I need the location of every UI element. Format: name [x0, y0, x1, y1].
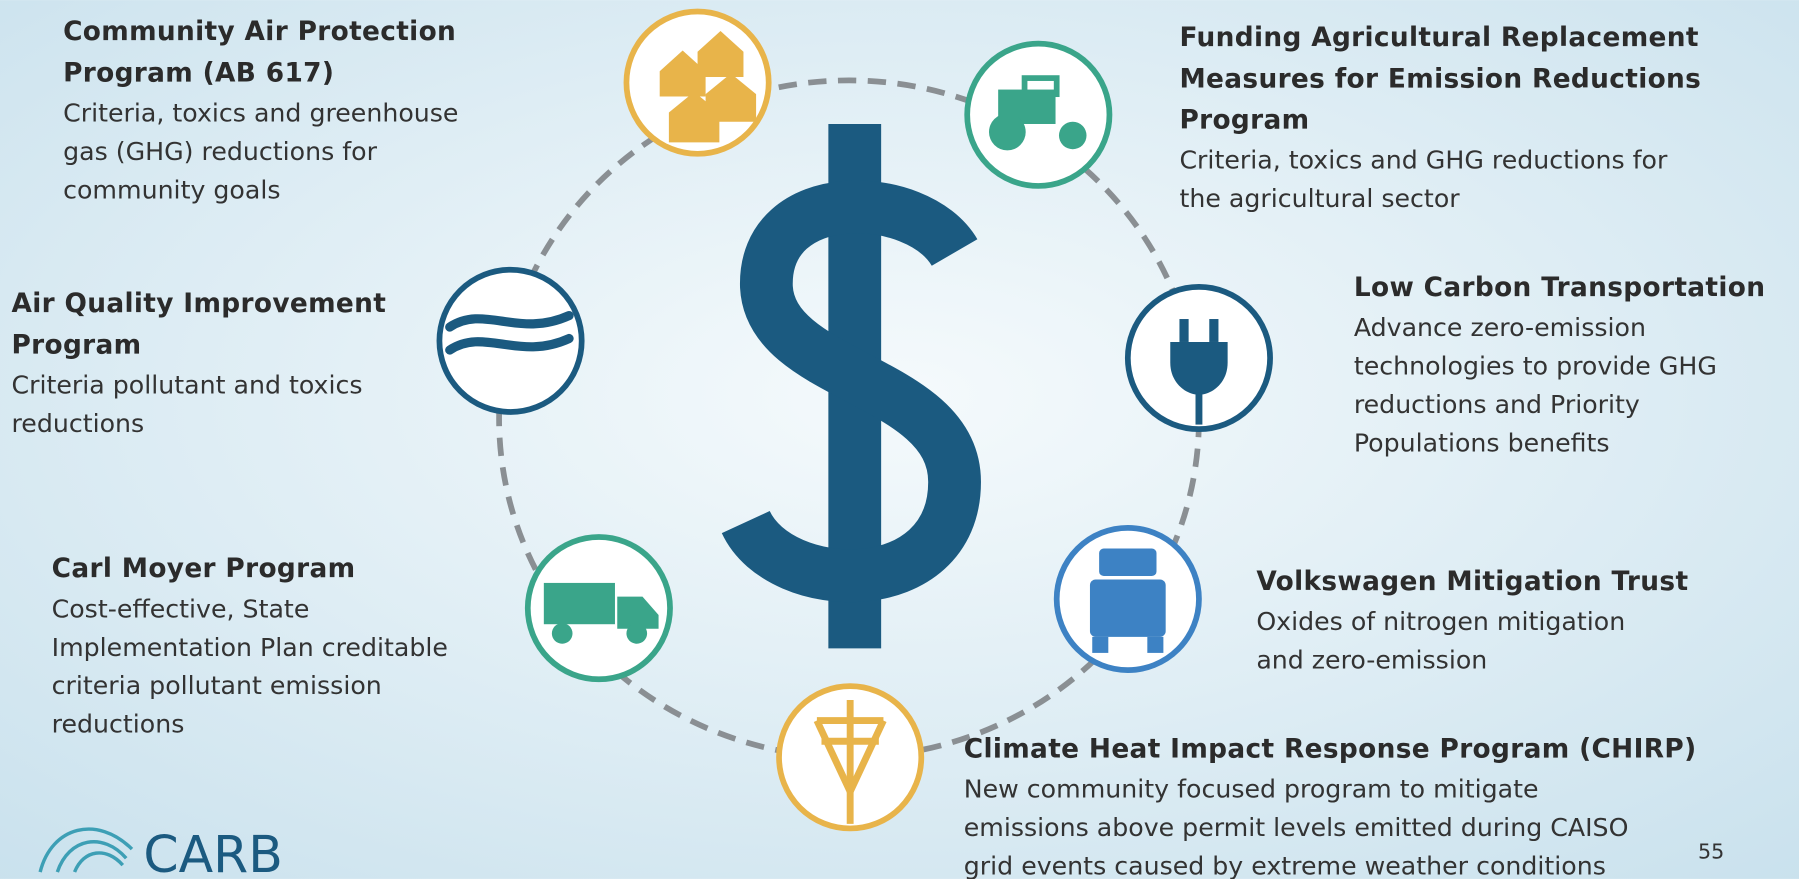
program-title: Climate Heat Impact Response Program (CH… [964, 734, 1697, 764]
program-description: grid events caused by extreme weather co… [964, 851, 1606, 879]
program-title: Community Air Protection [63, 17, 456, 47]
program-description: Populations benefits [1354, 429, 1610, 458]
program-description: technologies to provide GHG [1354, 352, 1717, 381]
program-title: Low Carbon Transportation [1354, 273, 1766, 303]
program-title: Air Quality Improvement [11, 289, 386, 319]
dollar-sign [721, 123, 981, 649]
program-description: gas (GHG) reductions for [63, 137, 378, 166]
program-description: Criteria, toxics and GHG reductions for [1179, 146, 1668, 175]
program-description: community goals [63, 176, 280, 205]
program-description: Criteria pollutant and toxics [11, 371, 362, 400]
program-description: reductions [11, 409, 144, 438]
program-description: Advance zero-emission [1354, 313, 1646, 342]
program-title: Carl Moyer Program [52, 554, 356, 584]
program-description: Cost-effective, State [52, 594, 310, 623]
program-description: Criteria, toxics and greenhouse [63, 99, 458, 128]
icon-tractor [964, 40, 1113, 189]
icon-waves [436, 266, 585, 415]
logo: CARB [143, 825, 282, 879]
program-description: reductions [52, 710, 185, 739]
page-number: 55 [1698, 839, 1724, 863]
program-title: Measures for Emission Reductions [1179, 64, 1701, 94]
program-description: New community focused program to mitigat… [964, 774, 1539, 803]
program-title: Volkswagen Mitigation Trust [1256, 567, 1688, 597]
program-description: Oxides of nitrogen mitigation [1256, 607, 1625, 636]
program-description: criteria pollutant emission [52, 671, 382, 700]
program-title: Program (AB 617) [63, 59, 334, 89]
icon-community [623, 8, 772, 157]
program-description: reductions and Priority [1354, 390, 1640, 419]
icon-delivery-truck [524, 534, 673, 683]
icon-truck [1053, 524, 1202, 673]
program-description: and zero-emission [1256, 645, 1487, 674]
program-title: Program [11, 330, 141, 360]
logo-mark [38, 827, 134, 873]
program-description: Implementation Plan creditable [52, 633, 448, 662]
icon-plug [1124, 284, 1273, 433]
program-description: emissions above permit levels emitted du… [964, 813, 1629, 842]
program-title: Funding Agricultural Replacement [1179, 23, 1698, 53]
icon-power-pole [776, 683, 925, 832]
program-description: the agricultural sector [1179, 184, 1460, 213]
program-title: Program [1179, 106, 1309, 136]
